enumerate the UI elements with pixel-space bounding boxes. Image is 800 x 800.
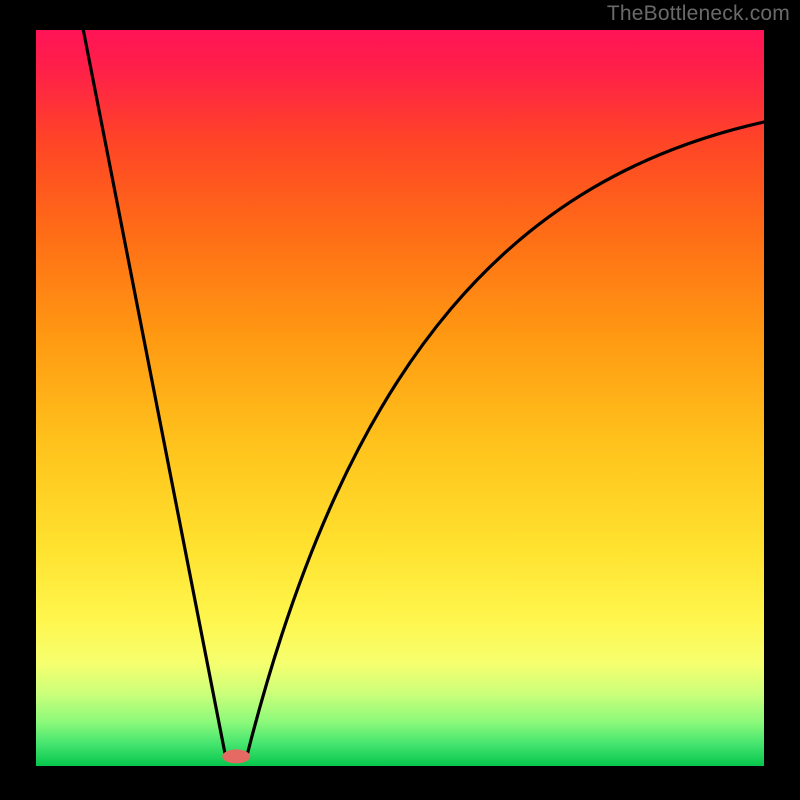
chart-stage: TheBottleneck.com (0, 0, 800, 800)
plot-background (36, 30, 764, 766)
watermark-text: TheBottleneck.com (607, 2, 790, 26)
bottleneck-chart (0, 0, 800, 800)
bottleneck-marker (222, 749, 250, 763)
